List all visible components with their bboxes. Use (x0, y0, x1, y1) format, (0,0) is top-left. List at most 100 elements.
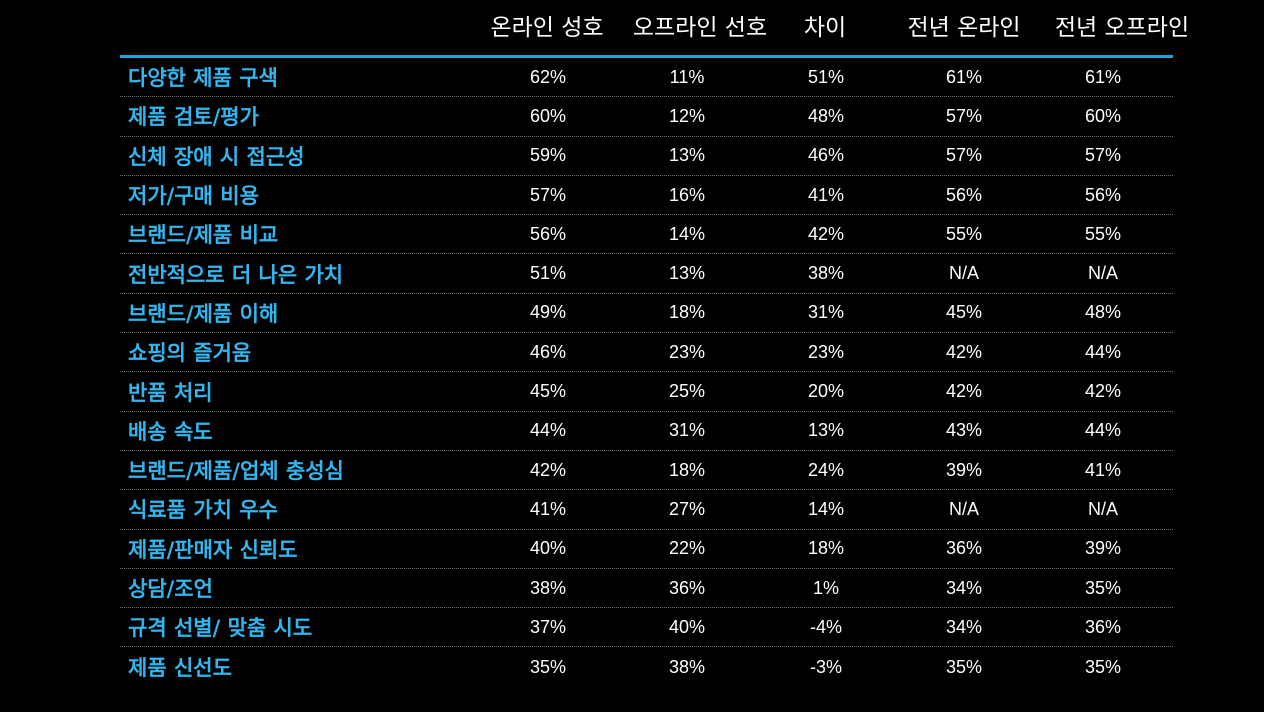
cell-prev-offline: 35% (1084, 656, 1122, 677)
table-row: 제품/판매자 신뢰도 40% 22% 18% 36% 39% (120, 530, 1173, 569)
cell-prev-online: N/A (948, 498, 979, 519)
row-label: 신체 장애 시 접근성 (128, 143, 305, 169)
header-prev-online: 전년 온라인 (907, 15, 1021, 41)
cell-prev-online: 61% (945, 66, 983, 87)
row-label: 상담/조언 (128, 576, 213, 601)
cell-prev-offline: 35% (1084, 577, 1122, 598)
cell-diff: 18% (807, 538, 845, 559)
cell-offline: 13% (668, 145, 706, 166)
cell-prev-online: 36% (945, 538, 983, 559)
row-label: 브랜드/제품 이해 (128, 300, 279, 326)
cell-diff: -3% (809, 656, 842, 677)
cell-diff: 46% (807, 145, 845, 166)
table-row: 상담/조언 38% 36% 1% 34% 35% (120, 569, 1173, 609)
cell-offline: 25% (668, 381, 706, 402)
cell-offline: 18% (668, 302, 706, 323)
cell-offline: 40% (668, 616, 706, 637)
cell-prev-online: 35% (945, 656, 983, 677)
cell-prev-offline: 61% (1084, 66, 1122, 87)
cell-offline: 14% (668, 223, 706, 244)
cell-diff: 48% (807, 105, 845, 126)
cell-diff: -4% (809, 616, 842, 637)
cell-online: 38% (529, 577, 567, 598)
cell-prev-online: 57% (945, 105, 983, 126)
header-prev-offline: 전년 오프라인 (1054, 15, 1190, 41)
table-row: 제품 신선도 35% 38% -3% 35% 35% (120, 647, 1173, 686)
cell-offline: 22% (668, 538, 706, 559)
row-label: 다양한 제품 구색 (128, 65, 278, 91)
cell-offline: 13% (668, 263, 706, 284)
cell-diff: 41% (807, 184, 845, 205)
row-label: 제품 검토/평가 (128, 104, 259, 130)
cell-offline: 27% (668, 498, 706, 519)
cell-prev-offline: 39% (1084, 538, 1122, 559)
table-header: 온라인 성호 오프라인 선호 차이 전년 온라인 전년 오프라인 (0, 8, 1264, 48)
cell-prev-offline: 55% (1084, 223, 1122, 244)
cell-prev-offline: 42% (1084, 381, 1122, 402)
cell-diff: 23% (807, 341, 845, 362)
cell-online: 44% (529, 420, 567, 441)
table-row: 전반적으로 더 나은 가치 51% 13% 38% N/A N/A (120, 254, 1173, 294)
header-online-pref: 온라인 성호 (490, 15, 604, 41)
cell-diff: 24% (807, 459, 845, 480)
cell-diff: 14% (807, 498, 845, 519)
table-row: 배송 속도 44% 31% 13% 43% 44% (120, 412, 1173, 451)
cell-online: 51% (529, 263, 567, 284)
cell-online: 60% (529, 105, 567, 126)
cell-prev-online: 43% (945, 420, 983, 441)
cell-prev-online: 39% (945, 459, 983, 480)
cell-diff: 31% (807, 302, 845, 323)
table-row: 브랜드/제품 비교 56% 14% 42% 55% 55% (120, 215, 1173, 255)
cell-online: 37% (529, 616, 567, 637)
row-label: 저가/구매 비용 (128, 183, 259, 209)
table-row: 쇼핑의 즐거움 46% 23% 23% 42% 44% (120, 333, 1173, 373)
cell-offline: 12% (668, 105, 706, 126)
cell-online: 40% (529, 538, 567, 559)
table-row: 식료품 가치 우수 41% 27% 14% N/A N/A (120, 490, 1173, 530)
cell-diff: 13% (807, 420, 845, 441)
cell-prev-online: 34% (945, 577, 983, 598)
row-label: 제품 신선도 (128, 655, 232, 681)
cell-diff: 42% (807, 223, 845, 244)
comparison-table: 다양한 제품 구색 62% 11% 51% 61% 61% 제품 검토/평가 6… (120, 58, 1173, 687)
cell-prev-online: N/A (948, 263, 979, 284)
cell-prev-offline: 56% (1084, 184, 1122, 205)
header-diff: 차이 (803, 15, 847, 41)
table-row: 신체 장애 시 접근성 59% 13% 46% 57% 57% (120, 137, 1173, 176)
cell-prev-online: 42% (945, 381, 983, 402)
cell-diff: 20% (807, 381, 845, 402)
row-label: 반품 처리 (128, 379, 213, 405)
cell-online: 57% (529, 184, 567, 205)
row-label: 브랜드/제품 비교 (128, 222, 279, 248)
cell-online: 42% (529, 459, 567, 480)
cell-offline: 16% (668, 184, 706, 205)
cell-diff: 51% (807, 66, 845, 87)
cell-prev-offline: N/A (1087, 263, 1118, 284)
cell-prev-offline: 57% (1084, 145, 1122, 166)
cell-online: 46% (529, 341, 567, 362)
cell-prev-offline: 41% (1084, 459, 1122, 480)
header-accent-line (120, 55, 1173, 58)
cell-prev-offline: N/A (1087, 498, 1118, 519)
cell-offline: 36% (668, 577, 706, 598)
cell-online: 59% (529, 145, 567, 166)
table-row: 규격 선별/ 맞춤 시도 37% 40% -4% 34% 36% (120, 608, 1173, 648)
cell-online: 49% (529, 302, 567, 323)
cell-online: 35% (529, 656, 567, 677)
row-label: 전반적으로 더 나은 가치 (128, 261, 344, 287)
cell-diff: 1% (812, 577, 839, 598)
cell-prev-offline: 44% (1084, 420, 1122, 441)
cell-offline: 38% (668, 656, 706, 677)
cell-prev-online: 56% (945, 184, 983, 205)
row-label: 브랜드/제품/업체 충성심 (128, 458, 344, 484)
cell-prev-online: 55% (945, 223, 983, 244)
cell-offline: 11% (669, 66, 705, 87)
table-row: 브랜드/제품 이해 49% 18% 31% 45% 48% (120, 294, 1173, 334)
cell-prev-offline: 48% (1084, 302, 1122, 323)
table-row: 저가/구매 비용 57% 16% 41% 56% 56% (120, 176, 1173, 216)
cell-prev-online: 57% (945, 145, 983, 166)
table-row: 다양한 제품 구색 62% 11% 51% 61% 61% (120, 58, 1173, 98)
cell-prev-online: 45% (945, 302, 983, 323)
cell-online: 45% (529, 381, 567, 402)
